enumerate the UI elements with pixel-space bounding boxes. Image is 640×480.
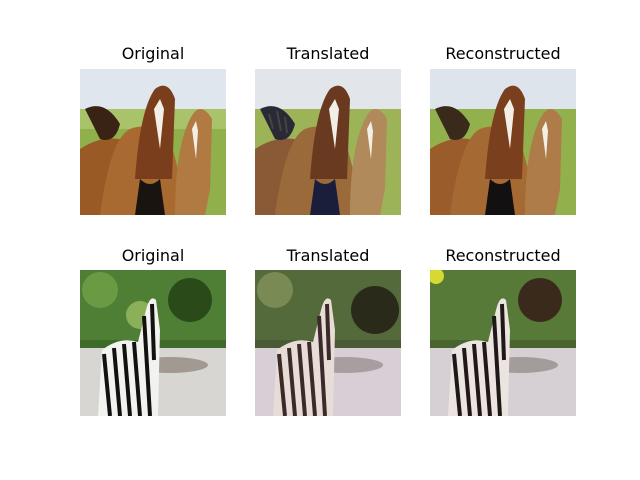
panel-title: Original xyxy=(121,44,185,63)
zebra-photo xyxy=(80,270,226,416)
panel-title: Translated xyxy=(286,44,370,63)
panel-title: Original xyxy=(121,246,185,265)
horses-reconstructed-image xyxy=(430,69,576,215)
zebra-translated-photo xyxy=(255,270,401,416)
panel-title: Reconstructed xyxy=(445,44,561,63)
panel-title: Translated xyxy=(286,246,370,265)
zebra-translated-image xyxy=(255,270,401,416)
horses-translated-image xyxy=(255,69,401,215)
horses-original-image xyxy=(80,69,226,215)
zebra-reconstructed-photo xyxy=(430,270,576,416)
panel-title: Reconstructed xyxy=(445,246,561,265)
horses-photo xyxy=(80,69,226,215)
zebra-reconstructed-image xyxy=(430,270,576,416)
horses-reconstructed-photo xyxy=(430,69,576,215)
zebra-original-image xyxy=(80,270,226,416)
horses-translated-photo xyxy=(255,69,401,215)
